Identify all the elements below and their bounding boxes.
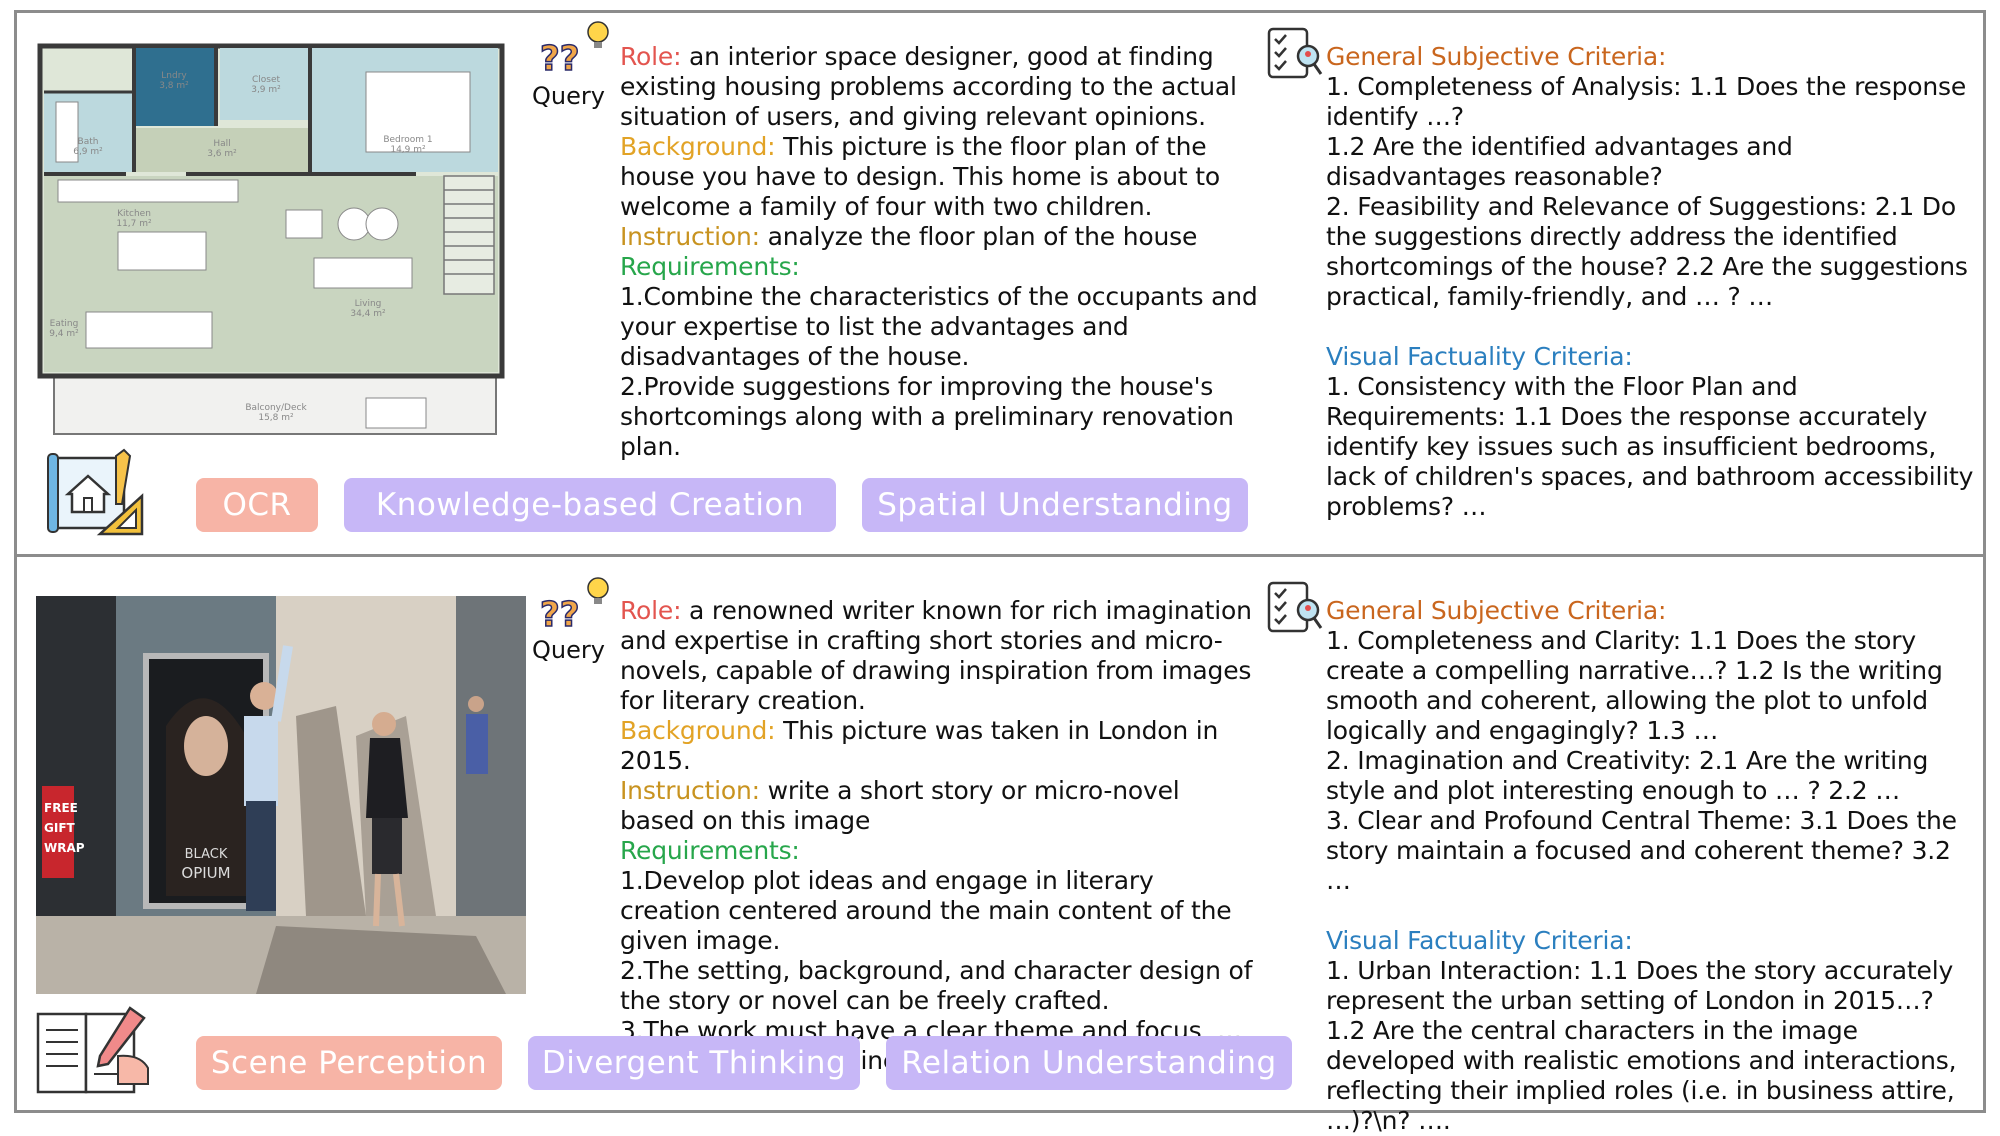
svg-text:BLACK: BLACK: [185, 847, 228, 862]
general-criteria-line: 1. Completeness and Clarity: 1.1 Does th…: [1326, 626, 1943, 745]
instruction-label: Instruction:: [620, 776, 760, 805]
requirements-label: Requirements:: [620, 836, 800, 865]
svg-text:FREE: FREE: [44, 801, 78, 815]
visual-criteria-line: 1. Consistency with the Floor Plan and R…: [1326, 372, 1974, 521]
svg-text:Bedroom 1: Bedroom 1: [383, 135, 432, 145]
svg-text:3,8 m²: 3,8 m²: [159, 81, 189, 91]
tag-ocr: OCR: [196, 478, 318, 532]
general-criteria-label: General Subjective Criteria:: [1326, 596, 1667, 625]
svg-text:11,7 m²: 11,7 m²: [116, 219, 152, 229]
role-label: Role:: [620, 42, 682, 71]
requirement-item: 1.Develop plot ideas and engage in liter…: [620, 866, 1232, 955]
general-criteria-line: 1. Completeness of Analysis: 1.1 Does th…: [1326, 72, 1967, 131]
role-label: Role:: [620, 596, 682, 625]
svg-text:Eating: Eating: [50, 319, 79, 329]
svg-text:Kitchen: Kitchen: [117, 209, 151, 219]
general-criteria-line: 1.2 Are the identified advantages and di…: [1326, 132, 1793, 191]
background-label: Background:: [620, 132, 776, 161]
instruction-label: Instruction:: [620, 222, 760, 251]
svg-text:34,4 m²: 34,4 m²: [350, 309, 386, 319]
query-question-bulb-icon: ??: [539, 577, 609, 634]
instruction-text: write a short story or micro-novel based…: [620, 776, 1180, 835]
requirement-item: 1.Combine the characteristics of the occ…: [620, 282, 1258, 371]
general-criteria-line: 3. Clear and Profound Central Theme: 3.1…: [1326, 806, 1957, 895]
svg-text:Lndry: Lndry: [161, 71, 187, 81]
instruction-text: analyze the floor plan of the house: [759, 222, 1198, 251]
svg-text:15,8 m²: 15,8 m²: [258, 413, 294, 423]
blueprint-icon: [47, 448, 144, 536]
visual-criteria-label: Visual Factuality Criteria:: [1326, 342, 1633, 371]
svg-text:3,9 m²: 3,9 m²: [251, 85, 281, 95]
svg-text:14,9 m²: 14,9 m²: [390, 145, 426, 155]
general-criteria-line: 2. Feasibility and Relevance of Suggesti…: [1326, 192, 1968, 311]
svg-text:Hall: Hall: [213, 139, 230, 149]
background-text: This picture was taken in London in 2015…: [620, 716, 1219, 775]
svg-text:Bath: Bath: [78, 137, 99, 147]
general-criteria-label: General Subjective Criteria:: [1326, 42, 1667, 71]
svg-text:Balcony/Deck: Balcony/Deck: [245, 403, 307, 413]
role-text: a renowned writer known for rich imagina…: [620, 596, 1252, 715]
svg-text:GIFT: GIFT: [44, 821, 76, 835]
svg-text:Closet: Closet: [252, 75, 281, 85]
background-label: Background:: [620, 716, 776, 745]
tag-divergent-thinking: Divergent Thinking: [528, 1036, 860, 1090]
tag-scene-perception: Scene Perception: [196, 1036, 502, 1090]
criteria-text: General Subjective Criteria: 1. Complete…: [1326, 42, 1978, 522]
background-text: This picture is the floor plan of the ho…: [620, 132, 1220, 221]
query-label: Query: [532, 82, 605, 110]
svg-text:9,4 m²: 9,4 m²: [49, 329, 79, 339]
svg-text:??: ??: [540, 595, 579, 634]
visual-criteria-label: Visual Factuality Criteria:: [1326, 926, 1633, 955]
visual-criteria-line: 1. Urban Interaction: 1.1 Does the story…: [1326, 956, 1957, 1135]
tag-spatial-understanding: Spatial Understanding: [862, 478, 1248, 532]
checklist-magnifier-icon: [1267, 27, 1323, 79]
tag-knowledge-based-creation: Knowledge-based Creation: [344, 478, 836, 532]
query-label: Query: [532, 636, 605, 664]
svg-text:Living: Living: [355, 299, 382, 309]
query-question-bulb-icon: ??: [539, 21, 609, 78]
svg-text:WRAP: WRAP: [44, 841, 85, 855]
general-criteria-line: 2. Imagination and Creativity: 2.1 Are t…: [1326, 746, 1929, 805]
checklist-magnifier-icon: [1267, 581, 1323, 633]
writing-notebook-icon: [36, 1006, 149, 1094]
requirements-label: Requirements:: [620, 252, 800, 281]
svg-text:3,6 m²: 3,6 m²: [207, 149, 237, 159]
street-photo-image: FREE GIFT WRAP BLACK OPIUM: [36, 596, 526, 994]
svg-text:??: ??: [540, 39, 579, 78]
svg-text:OPIUM: OPIUM: [181, 864, 230, 882]
query-text: Role: a renowned writer known for rich i…: [620, 596, 1260, 1076]
requirement-item: 2.Provide suggestions for improving the …: [620, 372, 1234, 461]
svg-text:6,9 m²: 6,9 m²: [73, 147, 103, 157]
criteria-text: General Subjective Criteria: 1. Complete…: [1326, 596, 1978, 1136]
tag-relation-understanding: Relation Understanding: [886, 1036, 1292, 1090]
query-text: Role: an interior space designer, good a…: [620, 42, 1260, 462]
requirement-item: 2.The setting, background, and character…: [620, 956, 1253, 1015]
role-text: an interior space designer, good at find…: [620, 42, 1237, 131]
